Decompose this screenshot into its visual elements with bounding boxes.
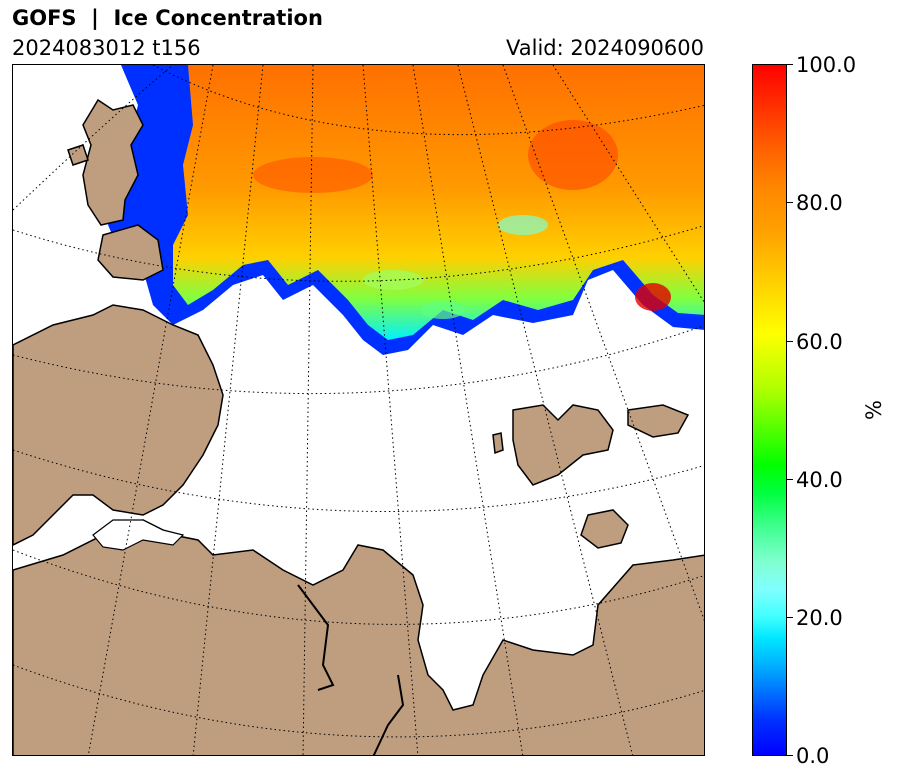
meridian-line: [362, 65, 419, 755]
colorbar-tick: [787, 341, 793, 342]
parallel-line: [13, 325, 704, 395]
graticule: [13, 65, 704, 755]
russia-mainland: [13, 519, 704, 755]
island-group-east: [512, 404, 614, 486]
parallel-line: [13, 664, 704, 738]
svalbard-south-island: [97, 224, 164, 281]
colorbar-tick-label: 20.0: [796, 606, 843, 630]
parallel-line: [13, 65, 174, 211]
parallel-line: [13, 549, 704, 625]
small-island: [492, 432, 504, 455]
colorbar-tick-label: 100.0: [796, 53, 857, 77]
land-masses: [13, 98, 704, 755]
white-sea: [92, 519, 185, 551]
meridian-line: [192, 65, 264, 755]
ice-low-patch: [421, 301, 465, 319]
figure-title: GOFS | Ice Concentration: [12, 6, 323, 30]
colorbar-tick: [787, 755, 793, 756]
colorbar-tick: [787, 64, 793, 65]
island-east: [627, 404, 690, 438]
map-canvas: [13, 65, 704, 755]
colorbar-tick: [787, 617, 793, 618]
parallel-line: [13, 449, 704, 512]
meridian-line: [302, 65, 314, 755]
meridian-line: [457, 65, 634, 755]
ice-high-patch: [253, 157, 373, 193]
colorbar-tick: [787, 479, 793, 480]
svalbard-north-island: [67, 144, 89, 166]
ice-concentration-field: [173, 65, 704, 340]
river-line: [297, 584, 335, 691]
map-panel: [12, 64, 705, 756]
ice-low-patch: [363, 270, 423, 290]
colorbar: [752, 64, 787, 756]
svalbard-landmass: [82, 98, 144, 226]
meridian-line: [87, 65, 214, 755]
colorbar-tick-label: 40.0: [796, 468, 843, 492]
run-label: 2024083012 t156: [12, 36, 201, 60]
kola-peninsula-landmass: [13, 304, 224, 546]
colorbar-tick-label: 80.0: [796, 191, 843, 215]
ice-high-patch: [635, 283, 671, 311]
colorbar-tick-label: 0.0: [796, 744, 830, 768]
parallel-line: [152, 65, 704, 136]
colorbar-unit-label: %: [862, 400, 886, 420]
colorbar-tick: [787, 202, 793, 203]
ice-high-patch: [528, 120, 618, 190]
meridian-line: [502, 65, 704, 621]
ice-low-patch: [498, 215, 548, 235]
valid-time-label: Valid: 2024090600: [506, 36, 704, 60]
novaya-zemlya-south: [580, 509, 629, 549]
river-line: [372, 674, 405, 755]
colorbar-tick-label: 60.0: [796, 330, 843, 354]
